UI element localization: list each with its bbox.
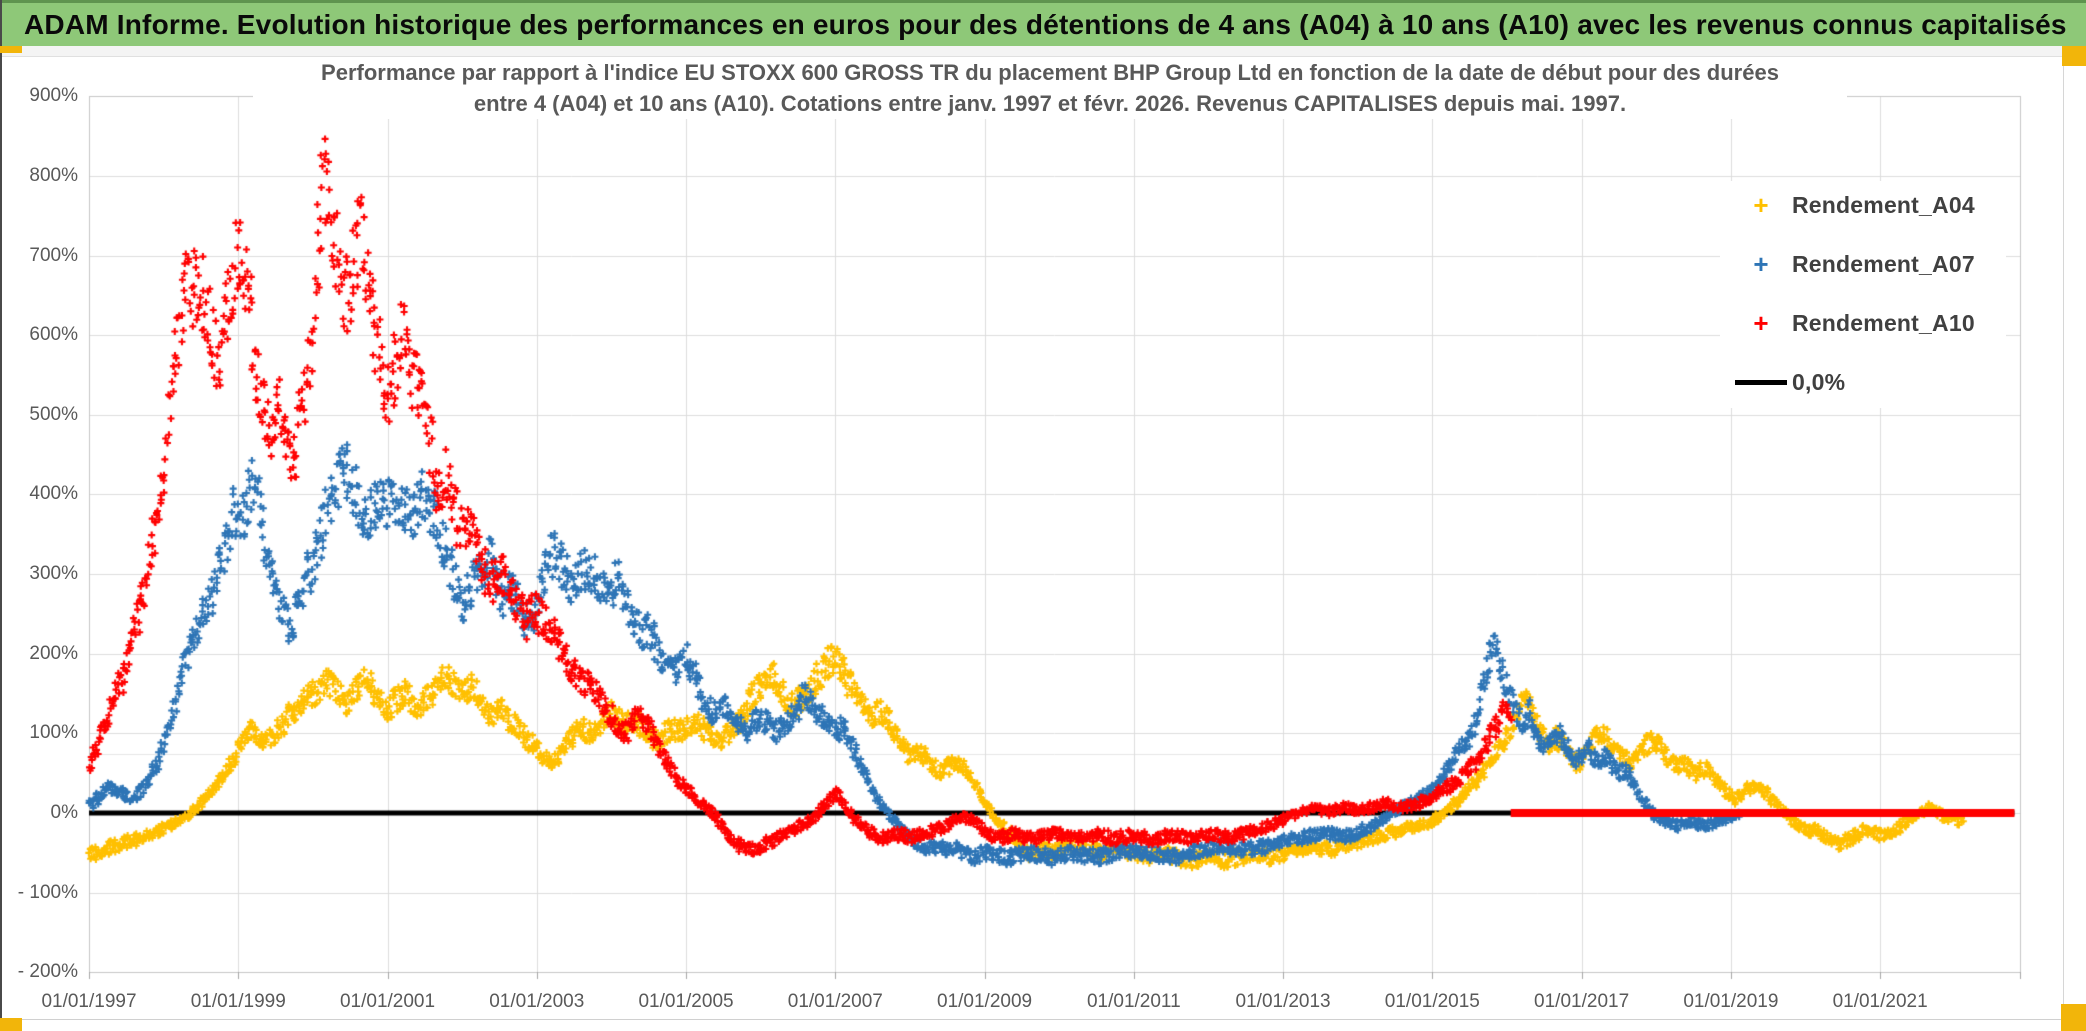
selection-handle-bottom-right: [2061, 1004, 2086, 1031]
y-axis-tick-label: 800%: [29, 164, 78, 186]
legend-item-rendement-a07[interactable]: + Rendement_A07: [1734, 248, 1996, 280]
plus-marker-icon: +: [1753, 308, 1769, 338]
selection-handle-top-right: [2062, 46, 2086, 66]
x-axis-tick-label: 01/01/2011: [1086, 991, 1181, 1012]
y-axis-tick-label: 100%: [29, 722, 78, 744]
y-axis-tick-label: - 200%: [17, 961, 78, 983]
chart-legend: + Rendement_A04 + Rendement_A07 + Rendem…: [1720, 181, 2006, 408]
x-axis-tick-label: 01/01/2021: [1832, 991, 1928, 1012]
x-axis-tick-label: 01/01/2019: [1683, 991, 1779, 1012]
y-axis-tick-label: 700%: [29, 244, 78, 266]
x-axis-tick-label: 01/01/2001: [339, 991, 436, 1012]
chart-title-line2: entre 4 (A04) et 10 ans (A10). Cotations…: [473, 91, 1627, 116]
x-axis-tick-label: 01/01/2013: [1235, 991, 1331, 1012]
window-right-border: [2063, 56, 2064, 1019]
x-axis-tick-label: 01/01/2005: [638, 991, 734, 1012]
chart-title: Performance par rapport à l'indice EU ST…: [253, 57, 1847, 119]
x-axis-tick-label: 01/01/2015: [1384, 991, 1480, 1012]
x-axis-tick-label: 01/01/1999: [190, 991, 286, 1012]
plus-marker-icon: +: [1753, 190, 1769, 220]
legend-item-rendement-a10[interactable]: + Rendement_A10: [1734, 307, 1996, 339]
y-axis-tick-label: 500%: [29, 403, 78, 425]
legend-label: Rendement_A04: [1792, 191, 1975, 218]
y-axis-tick-label: 900%: [29, 85, 78, 107]
plus-marker-icon: +: [1753, 249, 1769, 279]
x-axis-tick-label: 01/01/2009: [937, 991, 1033, 1012]
x-axis-tick-label: 01/01/1997: [41, 991, 137, 1012]
selection-handle-bottom-left: [0, 1018, 22, 1031]
y-axis-tick-label: 600%: [29, 324, 78, 346]
selection-handle-top-left: [0, 46, 22, 53]
legend-label: Rendement_A07: [1792, 250, 1975, 277]
zero-line-swatch-icon: [1734, 379, 1788, 385]
y-axis-tick-label: 200%: [29, 642, 78, 664]
legend-item-rendement-a04[interactable]: + Rendement_A04: [1734, 189, 1996, 221]
x-axis-tick-label: 01/01/2003: [489, 991, 585, 1012]
chart-title-line1: Performance par rapport à l'indice EU ST…: [321, 60, 1779, 85]
y-axis-tick-label: - 100%: [17, 881, 78, 903]
legend-item-zero-line[interactable]: 0,0%: [1734, 366, 1996, 398]
window-bottom-border: [0, 1019, 2086, 1020]
window-left-border: [0, 0, 2, 1031]
y-axis-tick-label: 400%: [29, 483, 78, 505]
legend-label: 0,0%: [1792, 368, 1846, 395]
y-axis-tick-label: 0%: [50, 802, 78, 823]
x-axis-tick-label: 01/01/2007: [787, 991, 883, 1012]
y-axis-tick-label: 300%: [29, 563, 78, 585]
x-axis-tick-label: 01/01/2017: [1534, 991, 1630, 1012]
legend-label: Rendement_A10: [1792, 309, 1975, 336]
